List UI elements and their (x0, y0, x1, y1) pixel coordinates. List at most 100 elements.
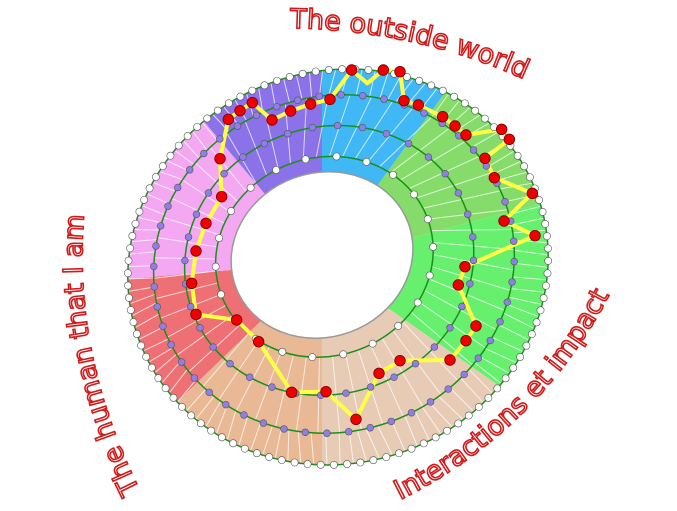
spoke (421, 406, 442, 435)
inner-node (420, 109, 428, 117)
spoke (137, 216, 162, 224)
highlight-node (214, 152, 226, 165)
spoke (258, 87, 264, 113)
highlight-node (412, 99, 425, 111)
spoke (205, 400, 222, 428)
rim-node (480, 114, 489, 123)
rim-node (332, 152, 341, 161)
inner-node (220, 170, 228, 178)
spoke (270, 82, 276, 108)
spoke (215, 405, 228, 435)
highlight-node (373, 367, 385, 380)
rim-node (382, 453, 391, 462)
highlight-node (394, 65, 406, 78)
inner-node (496, 318, 504, 326)
spoke (404, 415, 418, 447)
spoke (512, 276, 547, 281)
spoke (338, 432, 341, 465)
rim-node (142, 352, 150, 361)
highlight-node (284, 105, 297, 117)
highlight-node (345, 64, 358, 76)
rim-node (218, 433, 226, 442)
inner-node (426, 398, 435, 406)
spoke (460, 377, 484, 404)
spoke (226, 410, 237, 441)
rim-node (132, 330, 141, 338)
inner-node (268, 383, 276, 391)
highlight-node (246, 96, 259, 109)
inner-node (424, 153, 433, 161)
highlight-node (304, 98, 317, 110)
inner-node (233, 122, 242, 130)
highlight-node (230, 314, 243, 326)
inner-node (184, 233, 193, 241)
rim-node (129, 318, 138, 327)
spoke (283, 78, 291, 103)
spoke (154, 353, 177, 374)
rim-node (123, 269, 132, 278)
inner-node (284, 129, 292, 138)
rim-node (369, 456, 378, 465)
spoke (510, 288, 545, 293)
inner-node (246, 373, 254, 381)
spoke (387, 75, 402, 101)
rim-node (454, 419, 463, 428)
inner-node (430, 343, 439, 351)
highlight-node (470, 320, 482, 332)
rim-node (474, 403, 483, 411)
rim-node (501, 374, 510, 383)
highlight-node (234, 104, 246, 117)
rim-node (402, 73, 411, 81)
highlight-node (190, 308, 202, 321)
rim-node (443, 426, 452, 435)
highlight-node (200, 217, 212, 230)
inner-node (152, 242, 160, 250)
inner-node (464, 210, 472, 218)
spoke (491, 160, 522, 175)
rim-node (303, 460, 312, 468)
inner-node (486, 336, 494, 345)
inner-node (441, 169, 449, 178)
spoke (141, 205, 165, 216)
rim-node (240, 444, 249, 453)
inner-node (301, 428, 309, 436)
inner-node (259, 419, 268, 427)
spoke (238, 416, 249, 447)
inner-node (308, 123, 317, 132)
rim-node (471, 106, 480, 115)
spoke (310, 432, 315, 465)
rim-node (308, 353, 317, 362)
inner-node (458, 302, 466, 311)
rim-node (538, 207, 547, 216)
rim-node (196, 419, 205, 428)
inner-node (466, 280, 474, 288)
spoke (414, 410, 430, 441)
inner-node (460, 370, 468, 379)
inner-node (167, 341, 175, 349)
rim-node (450, 92, 458, 101)
rim-node (265, 453, 274, 461)
rim-node (273, 76, 281, 85)
inner-node (273, 102, 281, 111)
highlight-node (222, 113, 235, 126)
rim-node (362, 157, 371, 166)
rim-node (394, 321, 403, 330)
highlight-node (452, 279, 465, 291)
highlight-node (460, 129, 472, 141)
rim-node (535, 196, 544, 204)
inner-node (192, 210, 201, 219)
rim-node (252, 449, 261, 458)
spoke (146, 193, 170, 205)
spoke (318, 70, 324, 97)
spoke (138, 326, 164, 340)
rim-node (301, 155, 310, 164)
inner-node (382, 129, 391, 138)
rim-node (203, 114, 212, 123)
rim-node (290, 458, 299, 467)
spoke (195, 396, 215, 420)
spoke (471, 131, 499, 149)
rim-node (126, 306, 135, 314)
rim-node (325, 66, 333, 74)
inner-node (239, 153, 247, 161)
inner-node (150, 262, 158, 271)
